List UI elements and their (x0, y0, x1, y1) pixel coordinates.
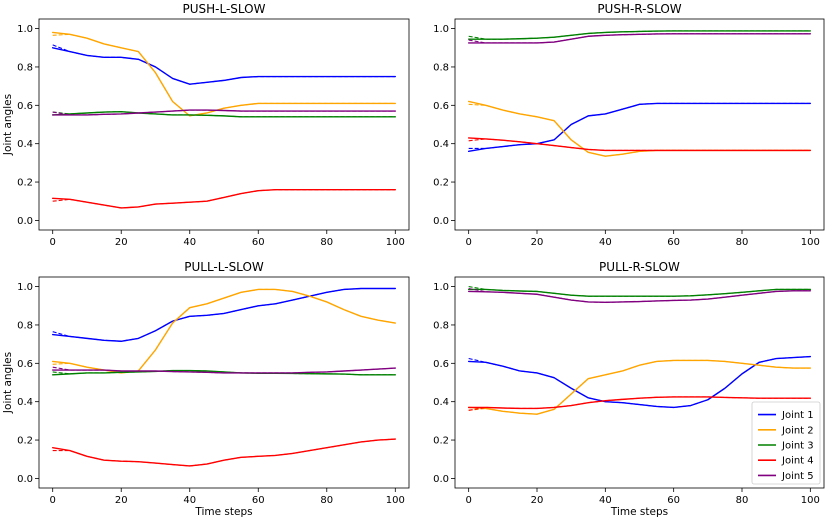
axes-frame (454, 18, 825, 231)
legend: Joint 1 Joint 2 Joint 3 Joint 4 Joint 5 (751, 401, 821, 485)
x-tick-label: 20 (115, 237, 128, 248)
x-tick-label: 100 (386, 237, 405, 248)
legend-label: Joint 2 (781, 425, 814, 436)
series-line-target (52, 438, 396, 467)
x-tick-label: 60 (667, 495, 680, 506)
series-line-target (52, 44, 396, 85)
chart-panel-4: 0 20 40 60 80 100 0.0 0.2 0.4 0.6 0.8 1.0 PULL-R-SLO… (433, 260, 825, 518)
y-tick-label: 1.0 (433, 282, 449, 293)
series-line (52, 47, 396, 85)
y-tick-label: 0.6 (17, 101, 33, 112)
y-tick-label: 0.0 (17, 474, 33, 485)
chart-title: PUSH-R-SLOW (597, 2, 681, 16)
series-line (467, 102, 812, 153)
y-tick-label: 0.4 (17, 139, 33, 150)
series-line (467, 396, 812, 410)
chart-panel-3: 0 20 40 60 80 100 0.0 0.2 0.4 0.6 0.8 1.0 PULL-L-SLO… (2, 260, 410, 518)
series-line (52, 369, 396, 376)
y-tick-label: 0.0 (433, 216, 449, 227)
axes-frame (454, 276, 825, 489)
y-tick-label: 0.4 (17, 397, 33, 408)
axes-frame (38, 276, 410, 489)
x-tick-label: 40 (599, 237, 612, 248)
series-line (52, 189, 396, 209)
series-line (467, 288, 812, 297)
y-axis-label: Joint angles (2, 94, 14, 156)
series-line (52, 367, 396, 374)
series-line (467, 359, 812, 415)
series-line (467, 33, 812, 44)
y-tick-label: 0.6 (433, 101, 449, 112)
y-tick-label: 0.2 (17, 436, 33, 447)
x-tick-label: 100 (801, 495, 820, 506)
y-tick-label: 1.0 (433, 24, 449, 35)
x-tick-label: 100 (801, 237, 820, 248)
series-line (467, 290, 812, 304)
series-line (52, 288, 396, 374)
y-tick-label: 0.4 (433, 139, 449, 150)
y-tick-label: 0.6 (17, 359, 33, 370)
y-tick-label: 0.8 (433, 62, 449, 73)
series-line-target (52, 287, 396, 342)
y-axis-label: Joint angles (2, 352, 14, 414)
y-tick-label: 0.0 (17, 216, 33, 227)
series-line (467, 100, 812, 157)
x-axis-label: Time steps (194, 506, 252, 518)
y-tick-label: 0.8 (17, 62, 33, 73)
series-line (52, 110, 396, 118)
x-tick-label: 80 (320, 495, 333, 506)
x-tick-label: 60 (667, 237, 680, 248)
x-tick-label: 0 (50, 237, 56, 248)
chart-title: PUSH-L-SLOW (183, 2, 266, 16)
y-tick-label: 0.8 (17, 320, 33, 331)
x-tick-label: 80 (320, 237, 333, 248)
legend-label: Joint 3 (781, 441, 814, 452)
series-line (467, 30, 812, 40)
legend-label: Joint 4 (781, 456, 814, 467)
x-tick-label: 40 (183, 495, 196, 506)
x-tick-label: 0 (50, 495, 56, 506)
x-tick-label: 60 (252, 495, 265, 506)
x-tick-label: 0 (465, 495, 471, 506)
y-tick-label: 0.6 (433, 359, 449, 370)
legend-label: Joint 1 (781, 410, 814, 421)
x-tick-label: 0 (465, 237, 471, 248)
x-tick-label: 100 (386, 495, 405, 506)
y-tick-label: 1.0 (17, 282, 33, 293)
x-tick-label: 20 (115, 495, 128, 506)
y-tick-label: 0.2 (433, 436, 449, 447)
chart-title: PULL-L-SLOW (184, 260, 264, 274)
series-line (52, 287, 396, 342)
y-tick-label: 0.2 (17, 178, 33, 189)
series-line-target (468, 356, 811, 408)
chart-panel-1: 0 20 40 60 80 100 0.0 0.2 0.4 0.6 0.8 1.0 PUSH-L-SLO… (2, 2, 410, 248)
x-tick-label: 80 (736, 495, 749, 506)
legend-label: Joint 5 (781, 471, 814, 482)
series-line-target (468, 103, 811, 157)
series-line-target (52, 288, 396, 374)
y-tick-label: 1.0 (17, 24, 33, 35)
y-tick-label: 0.4 (433, 397, 449, 408)
x-tick-label: 80 (736, 237, 749, 248)
x-axis-label: Time steps (610, 506, 668, 518)
x-tick-label: 20 (531, 237, 544, 248)
series-line (52, 109, 396, 116)
chart-title: PULL-R-SLOW (599, 260, 680, 274)
series-line (467, 355, 812, 409)
y-tick-label: 0.0 (433, 474, 449, 485)
x-tick-label: 60 (252, 237, 265, 248)
chart-panel-2: 0 20 40 60 80 100 0.0 0.2 0.4 0.6 0.8 1.0 PUSH-R-SLO… (433, 2, 825, 248)
series-line (467, 137, 812, 152)
series-line (52, 438, 396, 467)
y-tick-label: 0.2 (433, 178, 449, 189)
axes-frame (38, 18, 410, 231)
series-line (52, 31, 396, 117)
x-tick-label: 40 (183, 237, 196, 248)
y-tick-label: 0.8 (433, 320, 449, 331)
legend-box (751, 401, 821, 485)
x-tick-label: 20 (531, 495, 544, 506)
x-tick-label: 40 (599, 495, 612, 506)
